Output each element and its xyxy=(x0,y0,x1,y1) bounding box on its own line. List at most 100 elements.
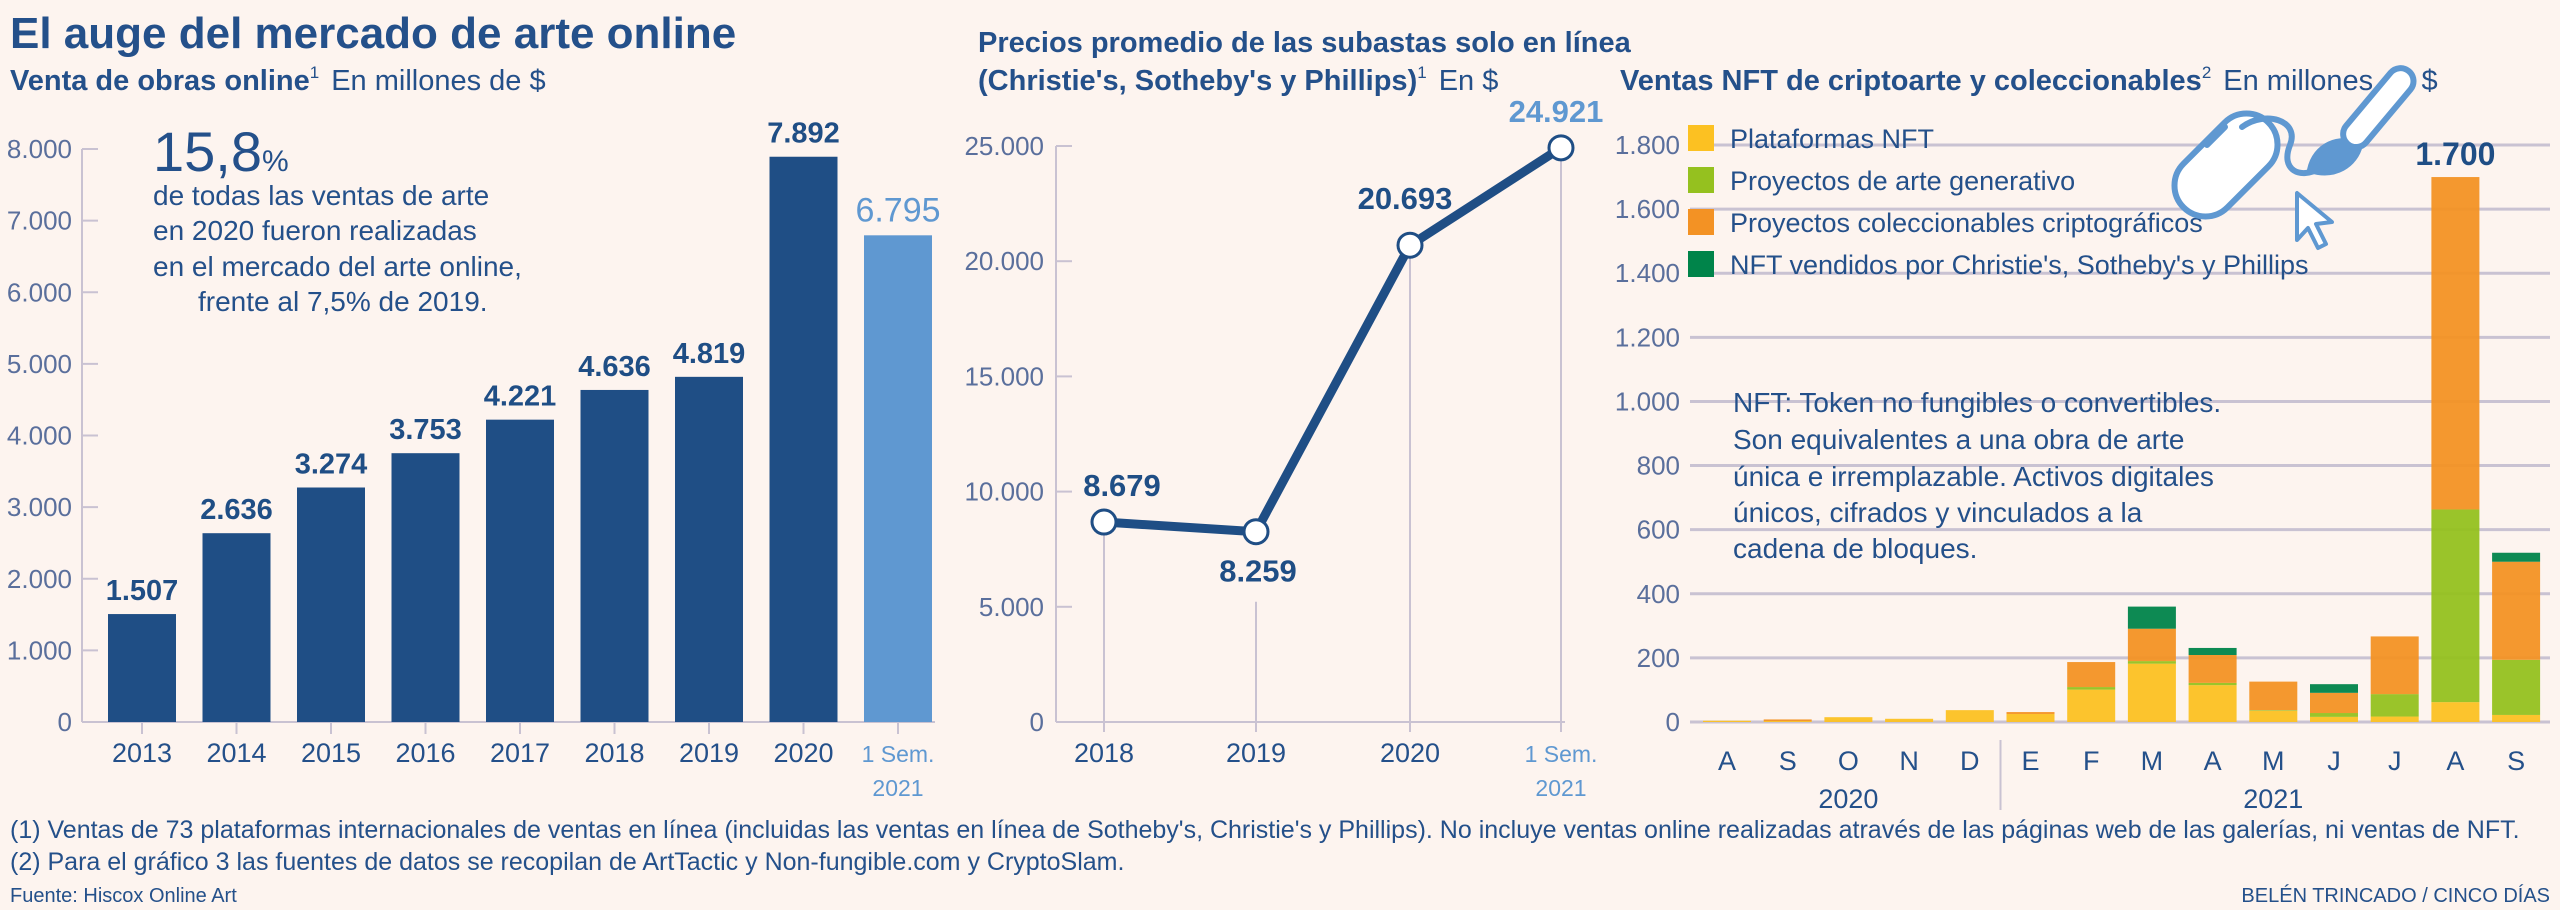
y-tick-label: 1.600 xyxy=(1615,194,1680,224)
y-tick-label: 1.200 xyxy=(1615,322,1680,352)
y-tick-label: 20.000 xyxy=(964,246,1044,276)
bar-segment xyxy=(2492,552,2541,562)
chart2-title-sup: 1 xyxy=(1417,63,1426,82)
x-tick-label: 2014 xyxy=(206,738,266,768)
legend-swatch xyxy=(1688,125,1714,151)
footnote-1: (1) Ventas de 73 plataformas internacion… xyxy=(10,816,2520,844)
nft-note-line: única e irremplazable. Activos digitales xyxy=(1733,461,2214,492)
bar-segment xyxy=(2492,659,2541,715)
y-tick-label: 2.000 xyxy=(7,564,72,594)
y-tick-label: 6.000 xyxy=(7,277,72,307)
x-tick-label: A xyxy=(2446,746,2464,776)
cursor-icon xyxy=(2295,191,2334,250)
bar xyxy=(675,376,743,722)
bar-segment xyxy=(2127,663,2176,722)
x-tick-label: M xyxy=(2262,746,2285,776)
mouse-icon xyxy=(2171,110,2281,220)
chart2-title-line2: (Christie's, Sotheby's y Phillips)1 En $ xyxy=(978,63,1498,97)
series-line xyxy=(1103,144,1564,537)
mouse-wheel xyxy=(2204,124,2228,148)
callout-number-value: 15,8 xyxy=(153,120,262,183)
main-title: El auge del mercado de arte online xyxy=(10,9,736,58)
bar xyxy=(202,533,271,722)
chart1-subtitle: En millones de $ xyxy=(331,65,545,97)
callout-line: en el mercado del arte online, xyxy=(153,251,522,282)
bar-segment xyxy=(2249,710,2298,722)
x-tick-label: 2017 xyxy=(490,738,550,768)
bar-segment xyxy=(1885,718,1934,722)
y-tick-label: 0 xyxy=(1030,707,1044,737)
x-tick-label: 2013 xyxy=(112,738,172,768)
legend-swatch xyxy=(1688,167,1714,193)
data-label: 3.274 xyxy=(295,448,368,480)
x-tick-label: 2019 xyxy=(679,738,739,768)
bar-segment xyxy=(2310,692,2358,714)
bar-segment xyxy=(1945,710,1994,722)
x-tick-label: S xyxy=(2507,746,2525,776)
bar-segment xyxy=(1824,717,1873,722)
y-tick-label: 25.000 xyxy=(964,131,1044,161)
y-tick-label: 0 xyxy=(1666,707,1680,737)
y-tick-label: 1.400 xyxy=(1615,258,1680,288)
y-tick-label: 5.000 xyxy=(7,349,72,379)
legend-swatch xyxy=(1688,209,1714,235)
bar xyxy=(580,389,649,722)
x-tick-label: S xyxy=(1779,746,1797,776)
bar-segment xyxy=(2067,687,2116,690)
y-tick-label: 10.000 xyxy=(964,477,1044,507)
y-tick-label: 7.000 xyxy=(7,206,72,236)
data-label: 8.259 xyxy=(1219,554,1297,589)
bar-segment xyxy=(2492,714,2541,722)
chart1-title-main: Venta de obras online xyxy=(10,65,310,97)
bar-segment xyxy=(1703,720,1751,722)
x-tick-label: O xyxy=(1838,746,1859,776)
x-tick-label: 2021 xyxy=(872,775,923,801)
legend-label: Proyectos de arte generativo xyxy=(1730,166,2075,196)
bar-segment xyxy=(2067,662,2116,688)
bar-segment xyxy=(2249,681,2298,711)
callout: 15,8% de todas las ventas de arte en 202… xyxy=(153,120,522,317)
x-tick-label: 1 Sem. xyxy=(862,741,935,767)
bar xyxy=(297,487,365,722)
x-tick-label: 1 Sem. xyxy=(1525,741,1598,767)
nft-note-line: Son equivalentes a una obra de arte xyxy=(1733,424,2184,455)
x-tick-label: 2015 xyxy=(301,738,361,768)
chart3-legend: Plataformas NFT Proyectos de arte generat… xyxy=(1688,124,2309,280)
bar-segment xyxy=(2492,561,2541,660)
bar-segment xyxy=(2370,636,2419,695)
legend-label: Plataformas NFT xyxy=(1730,124,1934,154)
bar-segment xyxy=(2310,684,2358,693)
bar-segment xyxy=(2431,177,2480,510)
bar xyxy=(108,614,176,722)
credit: BELÉN TRINCADO / CINCO DÍAS xyxy=(2241,884,2550,907)
mouse-and-paintbrush-icon xyxy=(2171,65,2417,250)
data-label: 1.700 xyxy=(2415,136,2495,172)
data-label: 4.221 xyxy=(484,381,557,413)
chart1-title-sup: 1 xyxy=(310,63,319,82)
legend-label: NFT vendidos por Christie's, Sotheby's y… xyxy=(1730,250,2309,280)
data-point xyxy=(1242,518,1270,546)
x-tick-label: F xyxy=(2083,746,2100,776)
bar-segment xyxy=(2127,628,2176,662)
y-tick-label: 15.000 xyxy=(964,361,1044,391)
legend-label: Proyectos coleccionables criptográficos xyxy=(1730,208,2203,238)
bar xyxy=(769,156,838,723)
x-tick-label: D xyxy=(1960,746,1980,776)
bar-segment xyxy=(2127,661,2176,664)
legend-swatch xyxy=(1688,251,1714,277)
y-tick-label: 1.000 xyxy=(1615,386,1680,416)
bar-segment xyxy=(2370,716,2419,722)
data-point xyxy=(1547,134,1575,162)
data-label: 20.693 xyxy=(1358,181,1453,216)
brush-handle xyxy=(2340,65,2417,151)
bar-segment xyxy=(2249,710,2298,711)
y-tick-label: 3.000 xyxy=(7,492,72,522)
data-label: 2.636 xyxy=(200,494,273,526)
year-label: 2021 xyxy=(2243,784,2303,814)
bar-segment xyxy=(2370,694,2419,717)
bar-segment xyxy=(2188,685,2237,722)
callout-line: frente al 7,5% de 2019. xyxy=(198,286,488,317)
x-tick-label: A xyxy=(1718,746,1736,776)
data-label: 1.507 xyxy=(106,575,179,607)
